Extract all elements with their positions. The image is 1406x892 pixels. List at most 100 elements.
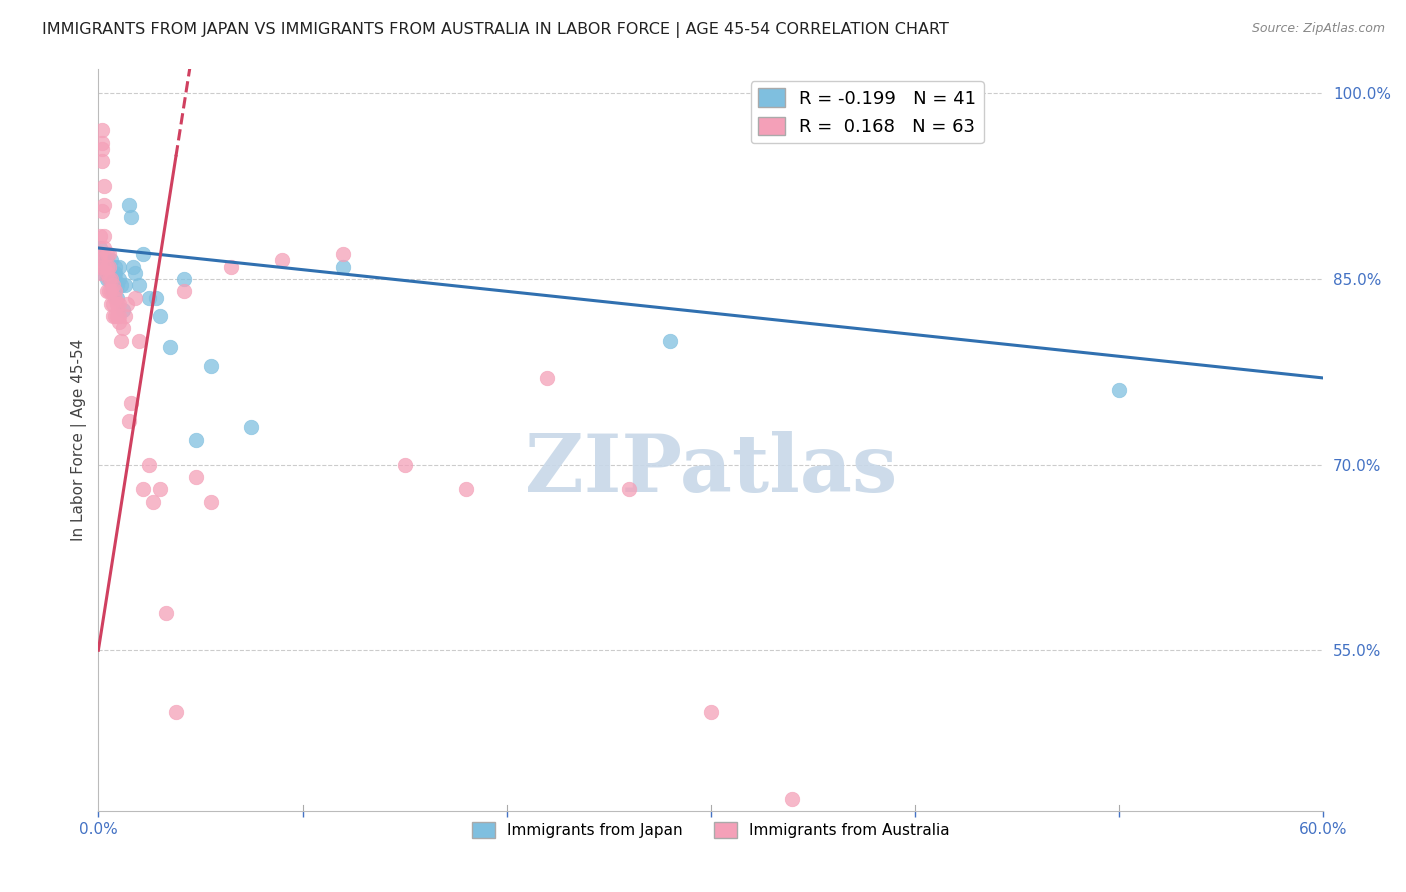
Point bbox=[89, 253, 111, 268]
Point bbox=[91, 266, 114, 280]
Point bbox=[110, 278, 132, 293]
Point bbox=[107, 260, 129, 274]
Point bbox=[240, 420, 263, 434]
Point bbox=[173, 272, 195, 286]
Text: ZIPatlas: ZIPatlas bbox=[524, 431, 897, 508]
Point bbox=[110, 334, 132, 348]
Point bbox=[104, 291, 127, 305]
Point bbox=[97, 285, 120, 299]
Point bbox=[97, 247, 120, 261]
Point bbox=[115, 296, 138, 310]
Point bbox=[100, 253, 122, 268]
Legend: Immigrants from Japan, Immigrants from Australia: Immigrants from Japan, Immigrants from A… bbox=[467, 816, 956, 845]
Point bbox=[128, 278, 150, 293]
Point bbox=[96, 272, 118, 286]
Point bbox=[105, 278, 128, 293]
Point bbox=[159, 340, 181, 354]
Point bbox=[97, 272, 120, 286]
Point bbox=[104, 272, 127, 286]
Point bbox=[104, 266, 127, 280]
Point bbox=[96, 285, 118, 299]
Point bbox=[100, 272, 122, 286]
Point bbox=[93, 241, 115, 255]
Point bbox=[91, 247, 114, 261]
Point bbox=[138, 291, 160, 305]
Text: IMMIGRANTS FROM JAPAN VS IMMIGRANTS FROM AUSTRALIA IN LABOR FORCE | AGE 45-54 CO: IMMIGRANTS FROM JAPAN VS IMMIGRANTS FROM… bbox=[42, 22, 949, 38]
Point bbox=[142, 494, 165, 508]
Point bbox=[124, 291, 146, 305]
Point bbox=[89, 247, 111, 261]
Point bbox=[186, 433, 208, 447]
Point bbox=[173, 285, 195, 299]
Point bbox=[100, 266, 122, 280]
Point bbox=[93, 253, 115, 268]
Point bbox=[114, 309, 136, 323]
Point bbox=[107, 315, 129, 329]
Point bbox=[186, 470, 208, 484]
Point bbox=[120, 210, 142, 224]
Point bbox=[100, 285, 122, 299]
Point bbox=[101, 309, 124, 323]
Point bbox=[101, 285, 124, 299]
Point bbox=[536, 371, 558, 385]
Point bbox=[91, 154, 114, 169]
Point bbox=[91, 123, 114, 137]
Point bbox=[96, 266, 118, 280]
Point bbox=[104, 285, 127, 299]
Point bbox=[120, 395, 142, 409]
Point bbox=[114, 278, 136, 293]
Point bbox=[132, 483, 155, 497]
Point bbox=[101, 296, 124, 310]
Point bbox=[101, 266, 124, 280]
Point bbox=[107, 296, 129, 310]
Point bbox=[155, 606, 177, 620]
Point bbox=[782, 792, 804, 806]
Point bbox=[394, 458, 416, 472]
Point bbox=[89, 241, 111, 255]
Point bbox=[111, 302, 134, 317]
Point bbox=[122, 260, 145, 274]
Point bbox=[97, 260, 120, 274]
Point bbox=[96, 247, 118, 261]
Point bbox=[118, 414, 141, 428]
Point bbox=[118, 197, 141, 211]
Point bbox=[97, 260, 120, 274]
Point bbox=[93, 197, 115, 211]
Point bbox=[138, 458, 160, 472]
Point bbox=[332, 260, 354, 274]
Point bbox=[132, 247, 155, 261]
Point bbox=[97, 272, 120, 286]
Point bbox=[200, 359, 222, 373]
Point bbox=[101, 278, 124, 293]
Point bbox=[107, 272, 129, 286]
Point bbox=[659, 334, 682, 348]
Point bbox=[96, 260, 118, 274]
Point bbox=[93, 260, 115, 274]
Point bbox=[454, 483, 477, 497]
Point bbox=[149, 309, 172, 323]
Point bbox=[93, 260, 115, 274]
Point bbox=[700, 705, 723, 719]
Point bbox=[200, 494, 222, 508]
Point bbox=[89, 228, 111, 243]
Point bbox=[219, 260, 242, 274]
Point bbox=[105, 309, 128, 323]
Point bbox=[104, 260, 127, 274]
Point bbox=[145, 291, 167, 305]
Point bbox=[89, 260, 111, 274]
Point bbox=[124, 266, 146, 280]
Point bbox=[89, 260, 111, 274]
Point bbox=[107, 309, 129, 323]
Point bbox=[111, 321, 134, 335]
Text: Source: ZipAtlas.com: Source: ZipAtlas.com bbox=[1251, 22, 1385, 36]
Y-axis label: In Labor Force | Age 45-54: In Labor Force | Age 45-54 bbox=[72, 339, 87, 541]
Point bbox=[93, 179, 115, 194]
Point bbox=[104, 309, 127, 323]
Point bbox=[91, 142, 114, 156]
Point bbox=[105, 291, 128, 305]
Point bbox=[1108, 384, 1130, 398]
Point bbox=[105, 296, 128, 310]
Point bbox=[93, 228, 115, 243]
Point bbox=[96, 253, 118, 268]
Point bbox=[91, 136, 114, 150]
